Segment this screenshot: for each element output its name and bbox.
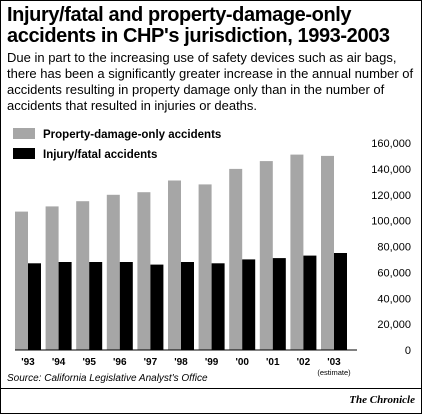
x-tick-label: '03 xyxy=(327,357,341,368)
bar-injury-fatal xyxy=(58,262,72,350)
bar-property-damage xyxy=(168,180,181,350)
x-tick-note: (estimate) xyxy=(317,368,351,377)
x-tick-label: '01 xyxy=(266,357,280,368)
x-tick-label: '99 xyxy=(205,357,219,368)
y-tick-label: 160,000 xyxy=(371,138,411,150)
y-tick-label: 60,000 xyxy=(377,267,411,279)
legend-swatch-injury xyxy=(13,148,35,159)
x-tick-label: '93 xyxy=(21,357,35,368)
legend-label-injury: Injury/fatal accidents xyxy=(43,149,157,161)
bar-injury-fatal xyxy=(119,262,133,350)
bar-property-damage xyxy=(137,192,151,350)
chart-subtitle: Due in part to the increasing use of saf… xyxy=(7,50,414,113)
bar-injury-fatal xyxy=(303,255,317,350)
bar-property-damage xyxy=(45,206,59,350)
bar-property-damage xyxy=(15,211,28,350)
bar-injury-fatal xyxy=(181,262,194,350)
x-tick-label: '96 xyxy=(113,357,127,368)
bar-property-damage xyxy=(106,194,120,351)
x-axis: '93 '94 '95 '96 '97 '98 '99 '00 '01 '02 '03(estima… xyxy=(21,357,351,377)
bar-property-damage xyxy=(321,155,334,350)
y-tick-label: 40,000 xyxy=(377,293,411,305)
x-tick-label: '97 xyxy=(144,357,158,368)
x-tick-label: '98 xyxy=(174,357,188,368)
bar-property-damage xyxy=(259,161,273,350)
bars xyxy=(15,154,357,351)
y-tick-label: 100,000 xyxy=(371,216,411,228)
x-tick-label: '94 xyxy=(52,357,66,368)
bar-injury-fatal xyxy=(334,253,347,350)
bar-injury-fatal xyxy=(89,262,103,350)
y-axis: 0 20,000 40,000 60,000 80,000 100,000 120,000 1… xyxy=(371,138,411,357)
legend-label-property: Property-damage-only accidents xyxy=(43,129,221,141)
bar-injury-fatal xyxy=(272,258,286,350)
bar-injury-fatal xyxy=(211,263,225,350)
bar-property-damage xyxy=(290,154,304,350)
x-tick-label: '02 xyxy=(297,357,311,368)
bar-injury-fatal xyxy=(28,263,41,350)
y-tick-label: 80,000 xyxy=(377,242,411,254)
publisher-credit: The Chronicle xyxy=(349,394,415,406)
bar-injury-fatal xyxy=(150,264,164,350)
y-tick-label: 20,000 xyxy=(377,319,411,331)
x-tick-label: '00 xyxy=(235,357,249,368)
y-tick-label: 0 xyxy=(405,345,411,357)
y-tick-label: 120,000 xyxy=(371,190,411,202)
x-tick-label: '95 xyxy=(82,357,96,368)
bar-property-damage xyxy=(76,201,90,350)
legend-swatch-property xyxy=(13,128,35,139)
bar-property-damage xyxy=(198,184,212,350)
footer-divider xyxy=(1,388,421,389)
bar-property-damage xyxy=(229,168,243,350)
source-note: Source: California Legislative Analyst's… xyxy=(7,373,208,384)
bar-injury-fatal xyxy=(242,259,256,350)
chart-title: Injury/fatal and property-damage-only ac… xyxy=(7,4,390,47)
legend: Property-damage-only accidents Injury/fat… xyxy=(13,128,221,161)
y-tick-label: 140,000 xyxy=(371,164,411,176)
